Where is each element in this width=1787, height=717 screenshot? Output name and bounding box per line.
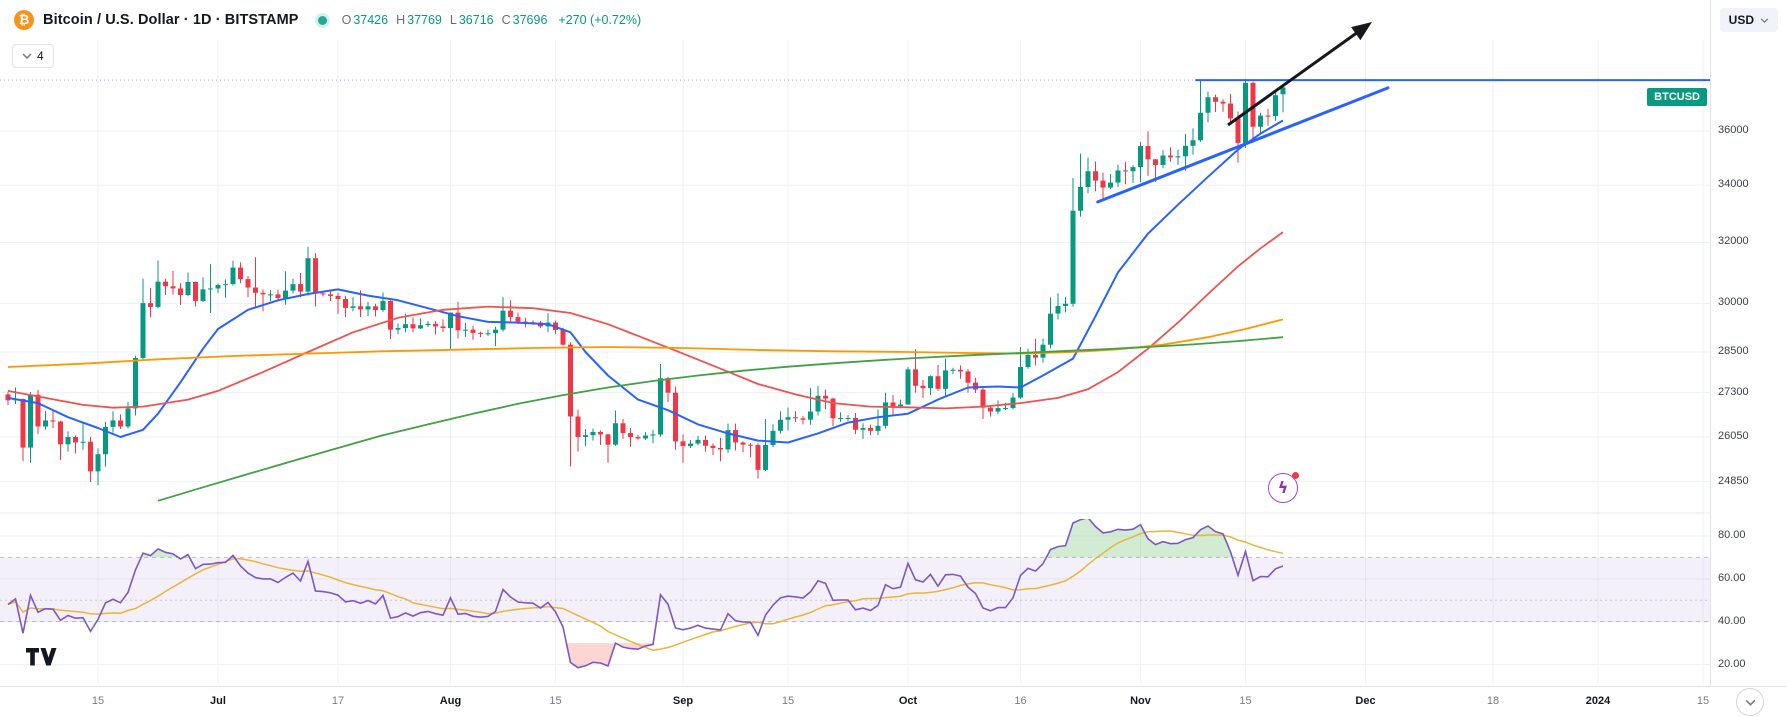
low-label: L	[449, 13, 457, 27]
rsi-band	[0, 557, 1710, 622]
price-axis[interactable]: 37991 37696 04:13:35 3600034000320003000…	[1710, 0, 1787, 686]
chevron-down-icon	[22, 53, 32, 59]
ma-20	[7, 119, 1284, 444]
ma-50	[7, 231, 1284, 410]
objects-count-label: 4	[37, 49, 44, 63]
close-label: C	[501, 13, 511, 27]
gridlines	[0, 40, 1710, 684]
high-value: 37769	[407, 13, 442, 27]
axis-label: Nov	[1130, 695, 1151, 707]
chevron-down-icon	[1745, 699, 1755, 706]
axis-label: 34000	[1718, 178, 1749, 191]
axis-label: 15	[781, 695, 795, 707]
axis-label: 24850	[1718, 474, 1749, 487]
rsi-oversold-fill	[566, 643, 654, 668]
symbol-title[interactable]: Bitcoin / U.S. Dollar · 1D · BITSTAMP	[43, 12, 299, 28]
axis-label: 18	[1486, 695, 1500, 707]
notification-dot	[1292, 472, 1299, 479]
axis-label: 16	[1014, 695, 1027, 707]
axis-label: 26050	[1718, 430, 1749, 442]
axis-label: 17	[331, 695, 345, 707]
trendline-drawing[interactable]	[1096, 86, 1390, 204]
bitcoin-icon: ₿	[14, 10, 34, 30]
price-change: +270 (+0.72%)	[558, 13, 642, 27]
ohlc-values: O 37426 H 37769 L 36716 C 37696	[342, 13, 548, 27]
objects-count-button[interactable]: 4	[12, 44, 54, 68]
ma-200	[157, 336, 1284, 502]
arrow-head	[1351, 22, 1372, 41]
axis-label: 15	[1239, 695, 1252, 707]
time-axis[interactable]: 15 Jul 17 Aug 15 Sep 15 Oct 16 Nov 15 Dec 18 2024 15	[0, 686, 1787, 717]
axis-label: 60.00	[1718, 571, 1746, 584]
chevron-down-icon	[1760, 17, 1769, 23]
currency-label: USD	[1728, 13, 1754, 27]
rsi-ma-line	[7, 530, 1284, 652]
technicals-widget[interactable]: ϟ	[1268, 472, 1299, 503]
high-label: H	[396, 13, 406, 27]
axis-label: 80.00	[1718, 529, 1746, 541]
rsi-overbought-fill	[141, 519, 1248, 558]
axis-label: Sep	[672, 695, 694, 707]
moving-averages	[7, 119, 1284, 502]
currency-selector[interactable]: USD	[1719, 8, 1778, 32]
axis-label: Oct	[898, 695, 918, 707]
arrow-drawing[interactable]	[1227, 25, 1367, 127]
axis-label: 28500	[1718, 344, 1749, 357]
close-value: 37696	[512, 13, 548, 27]
axis-label: 36000	[1718, 124, 1749, 136]
axis-label: 15	[91, 695, 105, 707]
candlesticks	[5, 80, 1286, 486]
axis-label: Aug	[439, 695, 462, 707]
open-value: 37426	[353, 13, 389, 27]
axis-label: 40.00	[1718, 614, 1746, 627]
tradingview-logo-icon	[26, 648, 57, 666]
axis-label: 20.00	[1718, 657, 1746, 670]
axis-label: 15	[1696, 695, 1710, 707]
low-value: 36716	[458, 13, 494, 27]
market-status-icon[interactable]	[317, 15, 327, 25]
lightning-icon: ϟ	[1277, 478, 1289, 497]
axis-label: Jul	[210, 695, 226, 707]
collapse-pane-button[interactable]	[1736, 688, 1764, 716]
rsi-line	[7, 519, 1284, 669]
axis-label: 32000	[1718, 235, 1749, 248]
axis-label: Dec	[1355, 695, 1376, 707]
open-label: O	[341, 13, 352, 27]
axis-label: 15	[549, 695, 562, 707]
rsi-lines	[7, 519, 1284, 669]
tradingview-logo[interactable]	[26, 648, 60, 671]
axis-label: 30000	[1718, 296, 1749, 309]
axis-label: 27300	[1718, 385, 1749, 398]
symbol-price-badge: BTCUSD	[1647, 88, 1707, 107]
axis-label: 2024	[1585, 695, 1611, 707]
ma-100	[7, 318, 1284, 368]
symbol-header: ₿ Bitcoin / U.S. Dollar · 1D · BITSTAMP …	[0, 0, 641, 40]
